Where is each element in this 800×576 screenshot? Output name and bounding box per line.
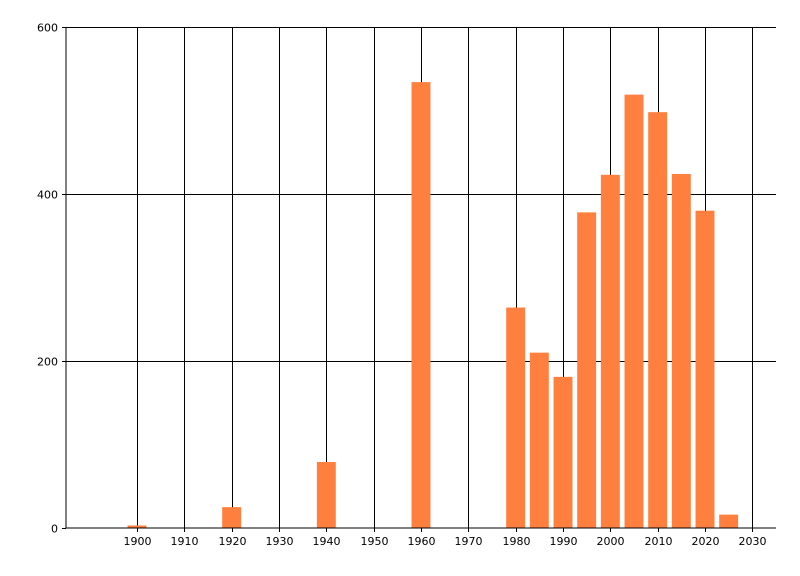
x-tick-label: 2000: [597, 535, 625, 548]
x-tick-label: 1990: [550, 535, 578, 548]
bar-2010: [648, 112, 668, 529]
bar-1985: [529, 352, 549, 528]
x-tick-label: 1950: [361, 535, 389, 548]
x-tick-label: 1920: [219, 535, 247, 548]
y-tick-label: 600: [37, 22, 58, 35]
y-axis-ticks: 0 200 400 600: [37, 22, 66, 536]
y-tick-label: 200: [37, 356, 58, 369]
bar-1920: [222, 507, 242, 529]
x-tick-label: 2020: [692, 535, 720, 548]
x-tick-label: 1900: [124, 535, 152, 548]
x-tick-label: 1980: [503, 535, 531, 548]
bar-1960: [411, 82, 431, 529]
bar-2005: [624, 94, 644, 528]
bar-1980: [506, 307, 526, 528]
x-tick-label: 2010: [645, 535, 673, 548]
bar-1900: [127, 525, 147, 528]
x-tick-label: 1940: [313, 535, 341, 548]
bar-2020: [695, 210, 715, 528]
bar-1995: [577, 212, 597, 528]
bar-1990: [553, 376, 573, 528]
y-tick-label: 400: [37, 189, 58, 202]
bars: [127, 82, 739, 529]
y-tick-label: 0: [51, 523, 58, 536]
x-tick-label: 1930: [266, 535, 294, 548]
x-axis-ticks: 1900 1910 1920 1930 1940 1950 1960 1970 1980 1990…: [124, 528, 767, 548]
bar-2000: [600, 174, 620, 529]
x-tick-label: 1910: [171, 535, 199, 548]
x-tick-label: 1960: [408, 535, 436, 548]
bar-1940: [316, 462, 336, 528]
bar-2015: [671, 173, 691, 528]
bar-2025: [719, 514, 739, 528]
x-tick-label: 1970: [455, 535, 483, 548]
x-tick-label: 2030: [739, 535, 767, 548]
